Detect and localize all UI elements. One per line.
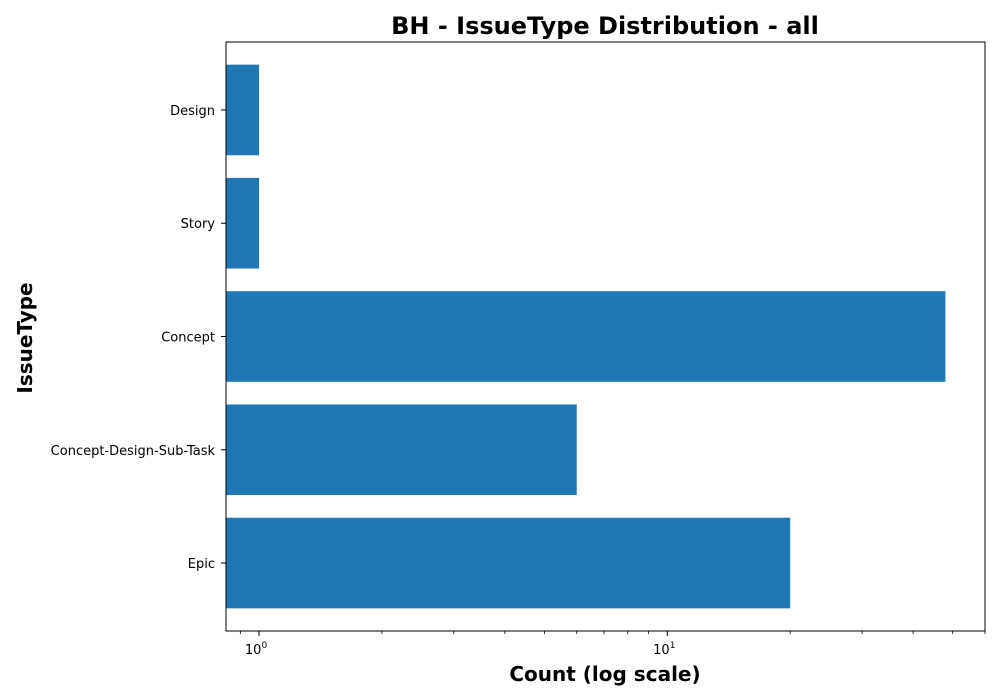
y-tick-label: Concept xyxy=(161,331,215,346)
x-tick-label: 100 xyxy=(245,641,268,658)
y-axis-label: IssueType xyxy=(13,282,37,393)
plot-area: Design Story Concept Concept-Design-Sub-Tas… xyxy=(51,41,986,658)
bar-concept xyxy=(226,291,946,382)
bar-concept-design-sub-task xyxy=(226,404,577,496)
x-tick-label: 101 xyxy=(653,641,675,658)
bar-story xyxy=(226,177,260,269)
y-tick-label: Story xyxy=(181,217,216,232)
plot-frame xyxy=(225,41,986,632)
y-tick-label: Epic xyxy=(188,557,215,572)
y-tick-label: Design xyxy=(170,104,215,119)
bar-design xyxy=(226,64,260,156)
y-tick-label: Concept-Design-Sub-Task xyxy=(51,444,216,459)
bar-epic xyxy=(226,517,791,609)
chart-title: BH - IssueType Distribution - all xyxy=(391,12,819,40)
x-axis-label: Count (log scale) xyxy=(509,662,700,686)
